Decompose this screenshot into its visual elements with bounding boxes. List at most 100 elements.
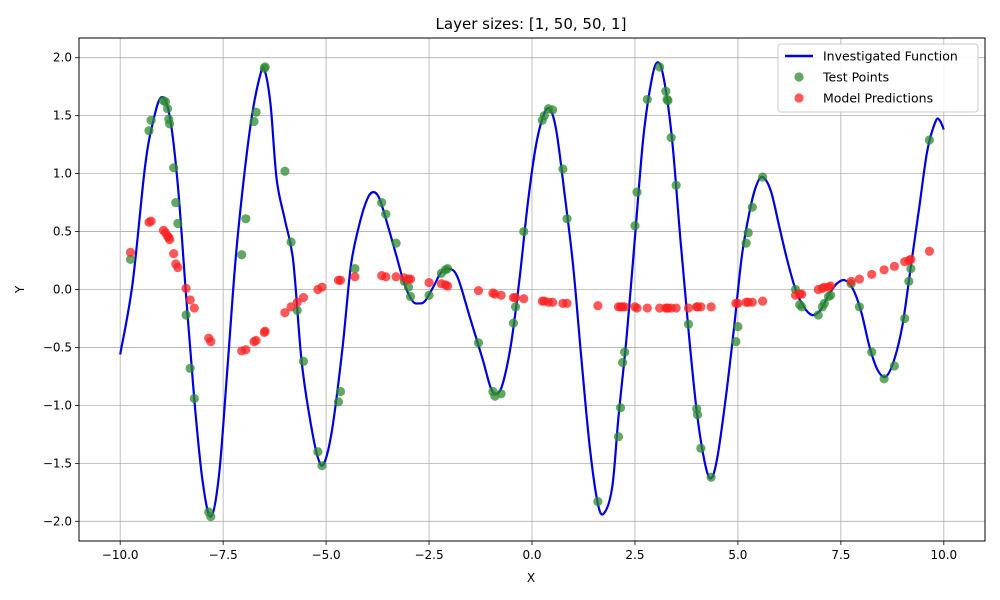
prediction-point — [169, 248, 179, 259]
prediction-point — [260, 326, 270, 336]
test-point — [185, 363, 195, 373]
test-point — [904, 276, 914, 286]
test-point — [335, 386, 346, 397]
test-point — [508, 318, 519, 328]
test-point — [854, 302, 864, 312]
test-point — [924, 135, 935, 145]
test-point — [181, 310, 191, 320]
prediction-point — [473, 286, 484, 296]
x-tick-label: 2.5 — [625, 548, 644, 562]
prediction-point — [510, 293, 521, 303]
prediction-point — [671, 303, 681, 313]
test-point — [162, 104, 173, 114]
test-point — [237, 250, 247, 260]
test-point — [867, 347, 877, 357]
legend-test-swatch — [794, 72, 804, 82]
prediction-point — [683, 303, 694, 313]
test-point — [160, 97, 171, 107]
prediction-point — [593, 301, 603, 311]
test-point — [731, 337, 741, 347]
test-point — [333, 397, 344, 407]
y-tick-label: 0.0 — [53, 283, 72, 297]
test-point — [758, 172, 768, 182]
test-point — [743, 228, 753, 238]
x-tick-label: 5.0 — [728, 548, 747, 562]
test-point — [280, 166, 290, 176]
test-point — [510, 302, 521, 312]
test-point — [906, 264, 916, 274]
prediction-point — [496, 290, 506, 300]
x-tick-label: −10.0 — [102, 548, 139, 562]
prediction-point — [846, 276, 856, 286]
test-point — [696, 443, 706, 453]
prediction-point — [298, 293, 309, 303]
chart-title: Layer sizes: [1, 50, 50, 1] — [436, 15, 627, 33]
test-point — [889, 361, 900, 371]
legend-pred-swatch — [794, 93, 804, 103]
test-point — [473, 338, 484, 348]
legend-box — [777, 43, 979, 113]
test-point — [249, 116, 259, 127]
test-point — [630, 221, 640, 231]
test-point — [317, 461, 327, 471]
y-tick-label: 1.5 — [53, 109, 72, 123]
test-point — [819, 298, 829, 309]
prediction-point — [405, 274, 416, 284]
prediction-point — [733, 298, 743, 309]
test-point — [692, 410, 703, 420]
test-point — [655, 62, 665, 72]
test-point — [593, 496, 603, 507]
y-tick-label: −0.5 — [43, 340, 72, 354]
test-point — [706, 472, 716, 482]
test-point — [733, 321, 743, 332]
prediction-point — [165, 235, 175, 245]
test-point — [165, 119, 175, 129]
prediction-point — [173, 262, 183, 273]
test-point — [539, 111, 549, 121]
test-point — [666, 133, 676, 143]
prediction-point — [889, 261, 900, 271]
axis-ticks: −10.0 −7.5 −5.0 −2.5 0.0 2.5 5.0 7.5 10.0 −2.0 −1.… — [43, 51, 957, 562]
x-tick-label: 10.0 — [930, 548, 957, 562]
y-tick-label: −2.0 — [43, 514, 72, 528]
test-point — [241, 214, 251, 224]
y-tick-label: 2.0 — [53, 51, 72, 65]
prediction-point — [317, 282, 327, 292]
test-point — [381, 209, 391, 219]
prediction-point — [620, 302, 630, 312]
test-point — [298, 356, 309, 366]
prediction-point — [189, 303, 199, 313]
prediction-point — [696, 302, 706, 312]
test-point — [547, 105, 558, 115]
test-point — [519, 226, 529, 237]
test-point — [286, 237, 296, 247]
x-tick-label: −2.5 — [414, 548, 443, 562]
test-point — [618, 357, 628, 368]
test-point — [144, 126, 154, 136]
test-point — [825, 290, 836, 300]
test-point — [900, 313, 910, 324]
prediction-point — [547, 297, 558, 307]
test-point — [424, 290, 434, 300]
test-point — [741, 238, 751, 248]
test-point — [620, 347, 630, 357]
x-tick-label: 0.0 — [522, 548, 541, 562]
test-point — [403, 282, 414, 292]
test-point — [146, 115, 156, 125]
prediction-point — [854, 274, 864, 284]
test-point — [260, 62, 270, 72]
test-point — [496, 389, 506, 399]
prediction-point — [632, 303, 642, 313]
test-point — [813, 310, 823, 320]
prediction-point — [181, 283, 191, 293]
test-point — [661, 86, 671, 96]
test-point — [169, 163, 179, 173]
test-point — [189, 393, 199, 404]
series-layer — [119, 61, 945, 522]
test-point — [663, 95, 673, 106]
test-point — [642, 94, 652, 105]
prediction-point — [867, 269, 877, 280]
test-point — [173, 218, 183, 229]
test-point — [615, 403, 626, 413]
